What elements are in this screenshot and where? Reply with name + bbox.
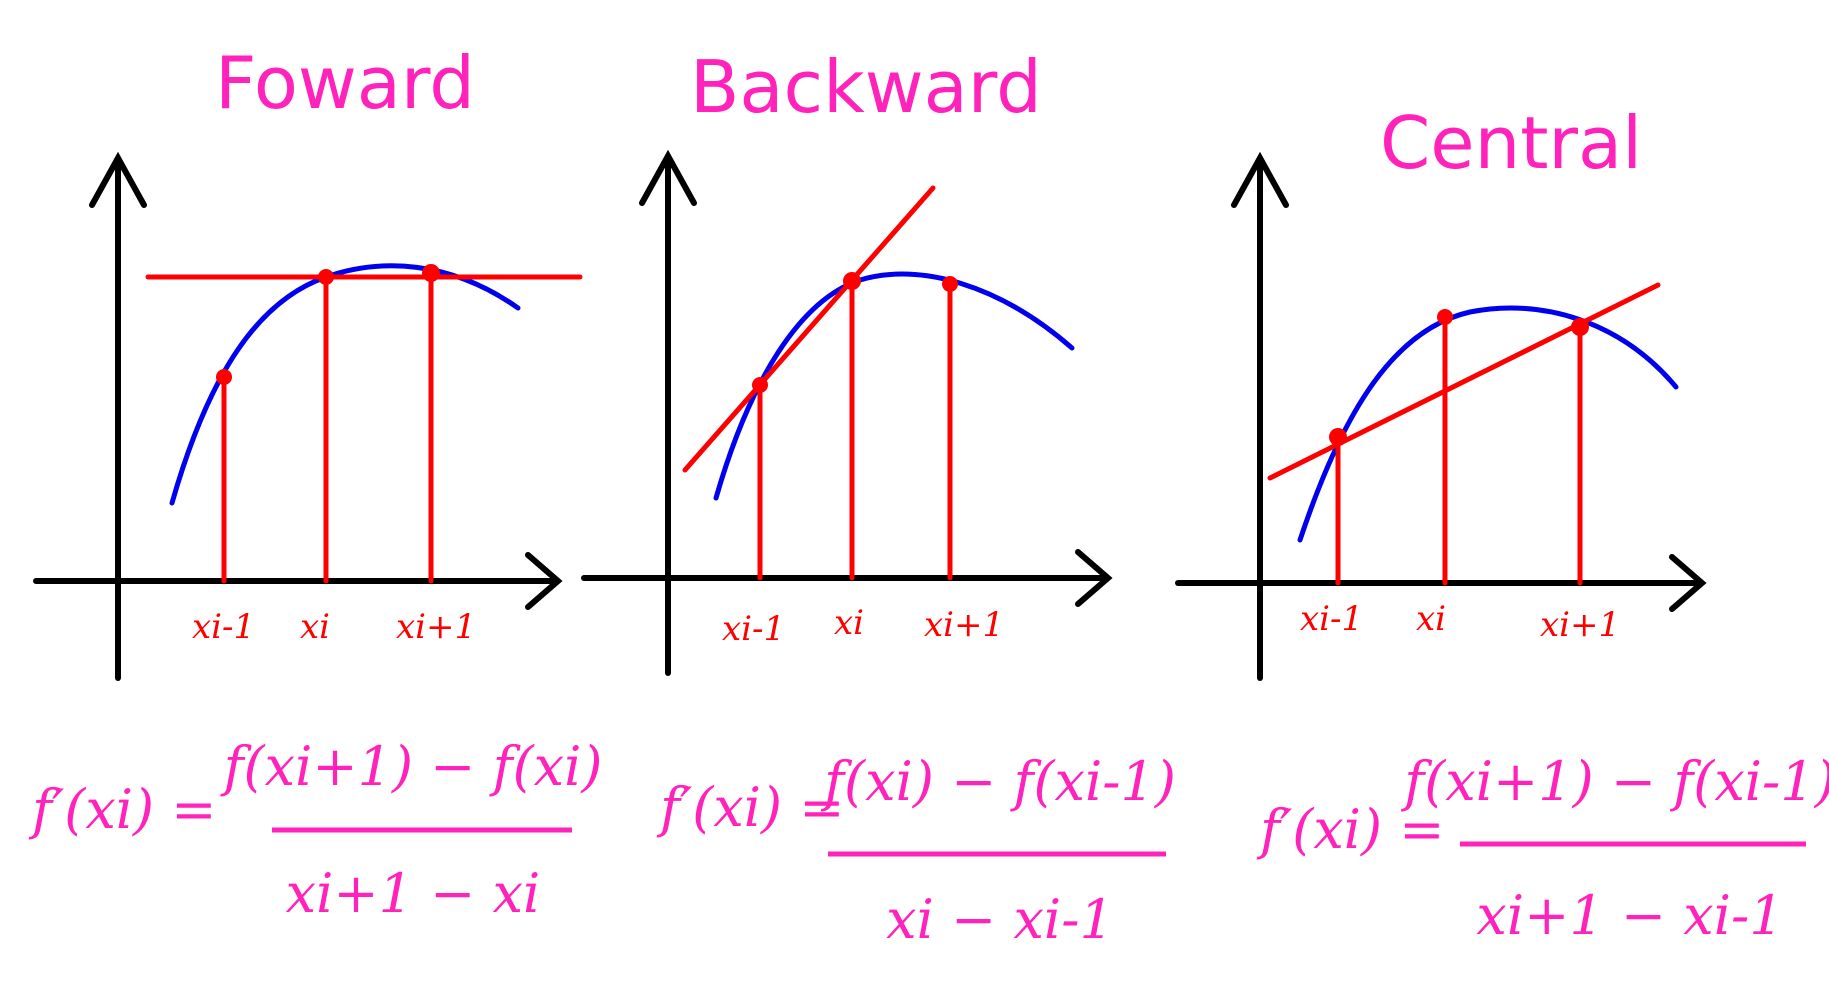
panel-backward: Backward xi-1 xi xi+1 f′(xi) = f(xi) − — [581, 45, 1176, 951]
tick-label: xi+1 — [396, 607, 476, 647]
tick-label: xi — [1416, 599, 1446, 639]
x-axis-arrow-icon — [1669, 554, 1707, 612]
formula-numerator: f(xi+1) − f(xi) — [220, 735, 603, 798]
formula-denominator: xi − xi-1 — [886, 888, 1114, 951]
axes — [1175, 151, 1707, 681]
formula-numerator: f(xi+1) − f(xi-1) — [1400, 750, 1829, 813]
panel-forward: Foward xi-1 xi xi+1 f′(xi) = f(xi+1) − — [28, 41, 602, 925]
sample-points — [1329, 309, 1589, 446]
formula: f′(xi) = f(xi+1) − f(xi) xi+1 − xi — [28, 735, 602, 925]
sample-points — [752, 272, 958, 393]
tick-label: xi — [300, 607, 330, 647]
formula-denominator: xi+1 − xi-1 — [1476, 884, 1783, 947]
x-axis-arrow-icon — [525, 552, 563, 610]
x-tick-labels: xi-1 xi xi+1 — [192, 607, 476, 647]
point-xi — [1437, 309, 1453, 325]
sample-points — [216, 264, 440, 385]
secant-construction — [1267, 282, 1661, 586]
formula-lhs: f′(xi) = — [28, 778, 217, 841]
x-tick-labels: xi-1 xi xi+1 — [722, 603, 1004, 649]
point-xi — [318, 269, 334, 285]
formula-denominator: xi+1 − xi — [286, 862, 541, 925]
panel-title: Central — [1380, 101, 1642, 185]
function-curve — [1297, 305, 1679, 543]
x-tick-labels: xi-1 xi xi+1 — [1300, 599, 1620, 645]
panel-title: Foward — [215, 41, 475, 125]
secant-construction — [145, 270, 583, 584]
panel-title: Backward — [690, 45, 1042, 129]
axes — [581, 149, 1113, 676]
point-xi-1 — [1329, 428, 1347, 446]
axes — [33, 151, 563, 681]
x-axis-arrow-icon — [1075, 549, 1113, 607]
tick-label: xi+1 — [924, 605, 1004, 645]
y-axis-arrow-icon — [89, 151, 147, 208]
formula-lhs: f′(xi) = — [656, 776, 845, 839]
y-axis-arrow-icon — [1231, 151, 1289, 208]
y-axis-arrow-icon — [639, 149, 697, 206]
point-xi-1 — [216, 369, 232, 385]
panel-central: Central xi-1 xi xi+1 f′(xi) = f(xi+1) — [1175, 101, 1829, 947]
secant-construction — [682, 185, 953, 581]
tick-label: xi-1 — [1300, 599, 1363, 639]
secant-line — [682, 185, 936, 473]
formula: f′(xi) = f(xi) − f(xi-1) xi − xi-1 — [656, 750, 1176, 951]
tick-label: xi-1 — [192, 607, 255, 647]
point-xi+1 — [422, 264, 440, 282]
formula-lhs: f′(xi) = — [1256, 798, 1445, 861]
point-xi-1 — [752, 377, 768, 393]
formula: f′(xi) = f(xi+1) − f(xi-1) xi+1 − xi-1 — [1256, 750, 1829, 947]
tick-label: xi+1 — [1540, 605, 1620, 645]
point-xi+1 — [1571, 318, 1589, 336]
secant-line — [1267, 282, 1661, 481]
tick-label: xi-1 — [722, 609, 785, 649]
point-xi — [843, 272, 861, 290]
function-curve — [713, 271, 1075, 501]
point-xi+1 — [942, 276, 958, 292]
tick-label: xi — [834, 603, 864, 643]
formula-numerator: f(xi) − f(xi-1) — [820, 750, 1176, 813]
